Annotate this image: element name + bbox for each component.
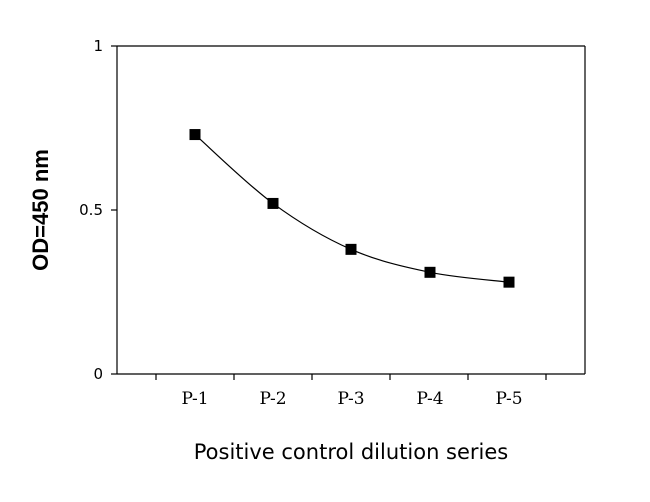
x-tick-label: P-2 xyxy=(259,389,286,409)
x-tick-label: P-3 xyxy=(337,389,364,409)
x-tick-label: P-4 xyxy=(416,389,443,409)
y-tick-label: 0.5 xyxy=(79,201,103,219)
x-tick-label: P-5 xyxy=(495,389,522,409)
data-point-marker xyxy=(424,266,436,278)
data-point-marker xyxy=(267,197,279,209)
data-point-marker xyxy=(189,129,201,141)
y-tick-label: 1 xyxy=(93,37,103,55)
data-point-marker xyxy=(345,243,357,255)
x-axis-title: Positive control dilution series xyxy=(194,440,509,464)
axes xyxy=(116,45,586,375)
series xyxy=(189,129,515,288)
series-line xyxy=(194,134,510,283)
data-point-marker xyxy=(503,276,515,288)
y-axis-title: OD=450 nm xyxy=(28,149,53,271)
y-tick-label: 0 xyxy=(93,365,103,383)
y-ticks: 00.51 xyxy=(79,37,117,383)
x-ticks: P-1 P-2 P-3 P-4 P-5 xyxy=(155,374,547,409)
x-tick-label: P-1 xyxy=(181,389,208,409)
